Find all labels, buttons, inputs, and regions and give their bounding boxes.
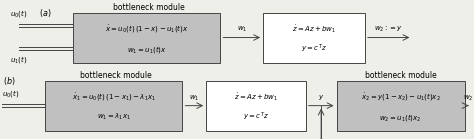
Text: $\dot{x}_1 = u_0(t)\,(1-x_1) - \lambda_1 x_1$: $\dot{x}_1 = u_0(t)\,(1-x_1) - \lambda_1… <box>72 91 156 103</box>
Text: $\dot{z} = Az + bw_1$: $\dot{z} = Az + bw_1$ <box>234 91 278 103</box>
FancyBboxPatch shape <box>337 81 465 131</box>
Text: $\dot{z} = Az + bw_1$: $\dot{z} = Az + bw_1$ <box>292 23 336 35</box>
FancyBboxPatch shape <box>73 13 220 63</box>
FancyBboxPatch shape <box>263 13 365 63</box>
Text: $\dot{x}_2 = y(1-x_2) - u_1(t)x_2$: $\dot{x}_2 = y(1-x_2) - u_1(t)x_2$ <box>361 91 440 103</box>
Text: $w_2$: $w_2$ <box>463 93 473 103</box>
Text: bottleneck module: bottleneck module <box>365 71 437 80</box>
Text: $w_1$: $w_1$ <box>237 25 247 34</box>
Text: $w_1 = u_1(t)x$: $w_1 = u_1(t)x$ <box>127 44 167 54</box>
Text: bottleneck module: bottleneck module <box>113 3 185 12</box>
Text: $w_1 = \lambda_1 x_1$: $w_1 = \lambda_1 x_1$ <box>97 112 131 122</box>
Text: $y = c^T z$: $y = c^T z$ <box>243 111 269 123</box>
Text: $u_0(t)$: $u_0(t)$ <box>2 88 20 99</box>
Text: $y$: $y$ <box>318 94 324 102</box>
Text: $y = c^T z$: $y = c^T z$ <box>301 43 327 55</box>
FancyBboxPatch shape <box>206 81 306 131</box>
Text: $w_2 := y$: $w_2 := y$ <box>374 25 403 34</box>
Text: $u_0(t)$: $u_0(t)$ <box>10 8 27 19</box>
FancyBboxPatch shape <box>45 81 182 131</box>
Text: $w_1$: $w_1$ <box>189 93 200 103</box>
Text: $\dot{x} = u_0(t)\,(1-x) - u_1(t)x$: $\dot{x} = u_0(t)\,(1-x) - u_1(t)x$ <box>105 23 189 35</box>
Text: $w_2 = u_1(t)x_2$: $w_2 = u_1(t)x_2$ <box>379 112 422 123</box>
Text: $(a)$: $(a)$ <box>39 7 51 19</box>
Text: $(b)$: $(b)$ <box>3 75 16 87</box>
Text: $u_1(t)$: $u_1(t)$ <box>10 54 27 65</box>
Text: bottleneck module: bottleneck module <box>80 71 152 80</box>
